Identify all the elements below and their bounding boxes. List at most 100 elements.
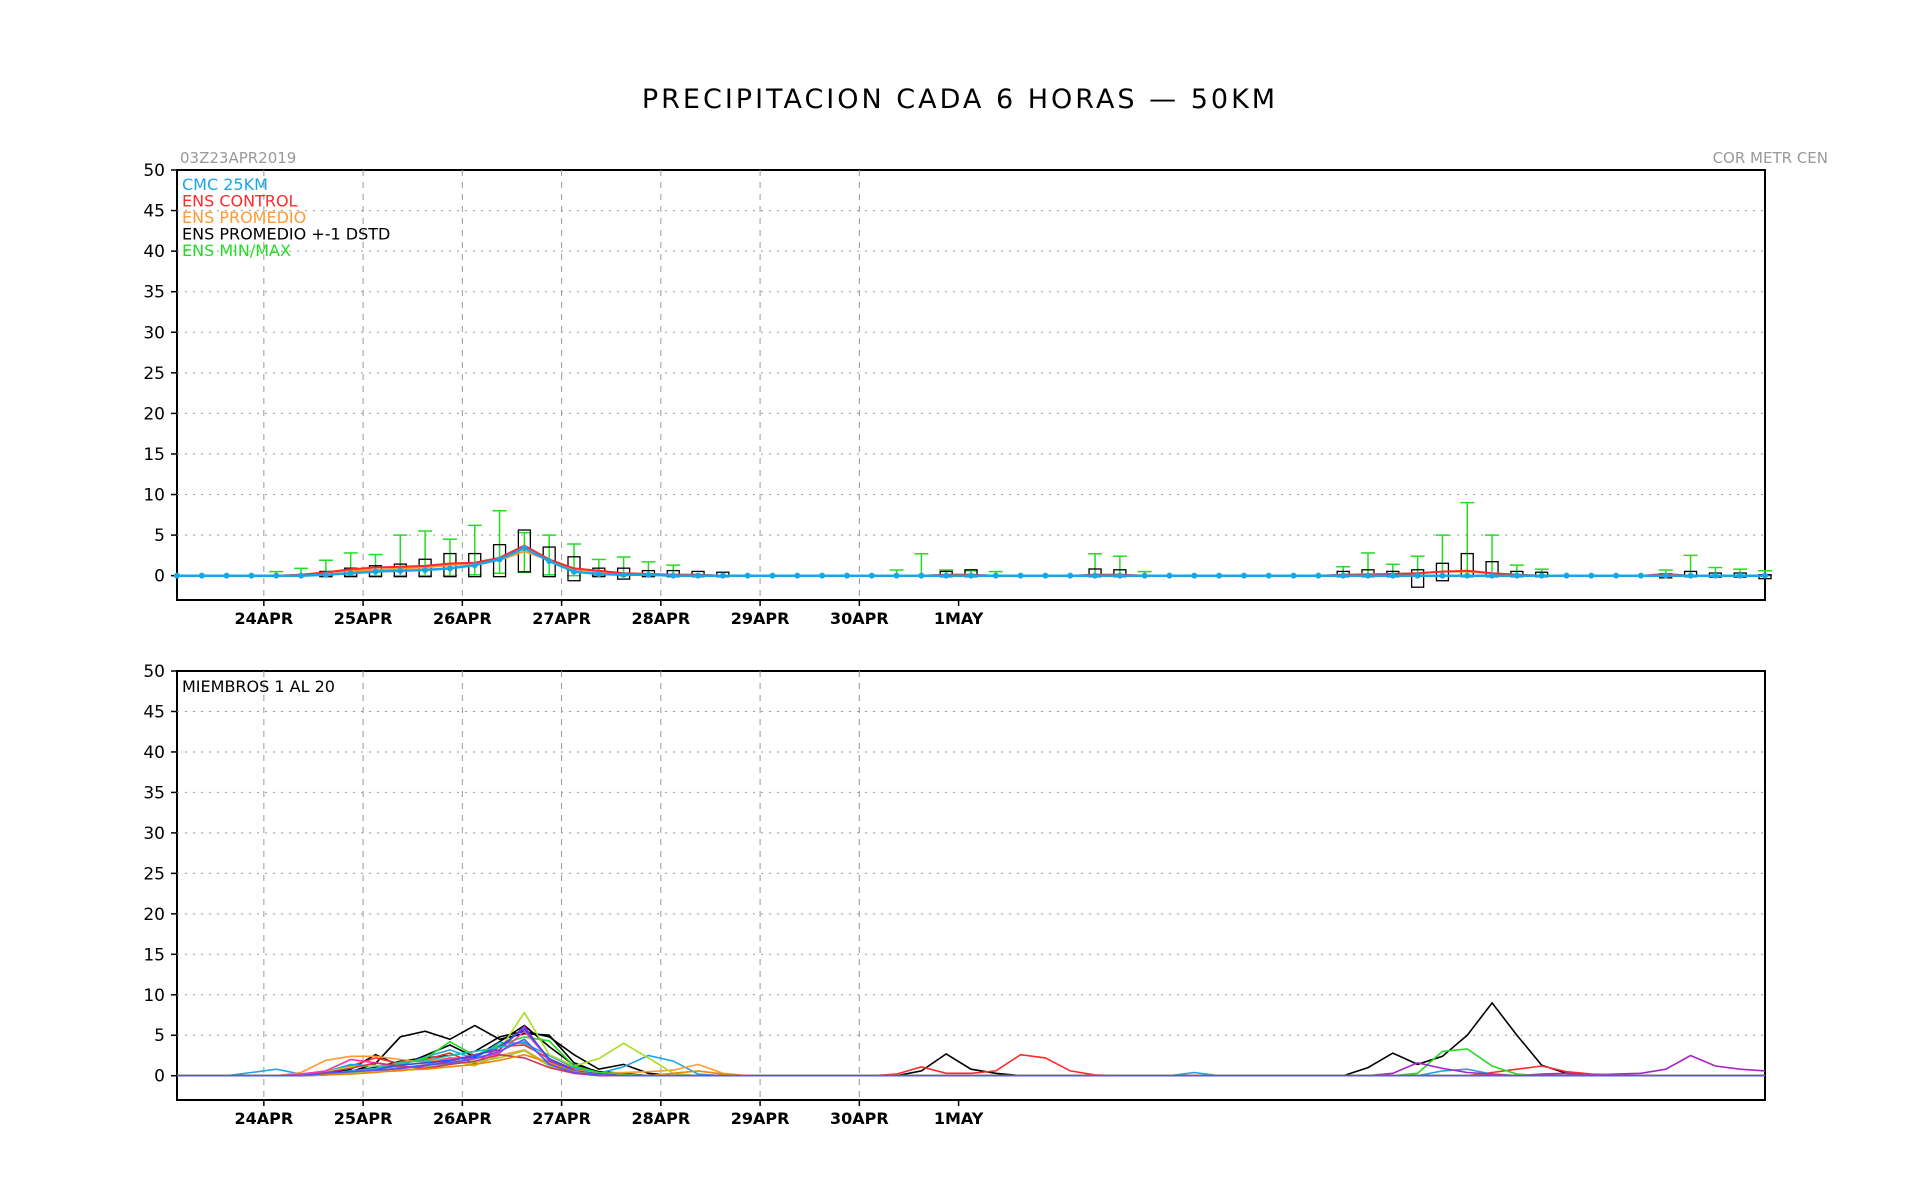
cmc-point xyxy=(992,572,999,579)
cmc-point xyxy=(397,567,404,574)
cmc-point xyxy=(1216,572,1223,579)
cmc-point xyxy=(446,565,453,572)
y-tick-label: 50 xyxy=(143,161,165,181)
cmc-point xyxy=(1191,572,1198,579)
legend-entry: ENS PROMEDIO +-1 DSTD xyxy=(182,225,390,244)
y-tick-label: 5 xyxy=(154,526,165,546)
cmc-point xyxy=(198,572,205,579)
cmc-point xyxy=(496,556,503,563)
y-tick-label: 10 xyxy=(143,486,165,506)
cmc-point xyxy=(843,572,850,579)
legend-entry: ENS CONTROL xyxy=(182,192,298,211)
chart-title: PRECIPITACION CADA 6 HORAS — 50KM xyxy=(642,84,1278,115)
x-tick-label: 28APR xyxy=(631,609,690,628)
member-line xyxy=(177,1044,1765,1077)
cmc-point xyxy=(273,572,280,579)
cmc-point xyxy=(1737,572,1744,579)
ensemble-summary-panel: 0 5 10 15 20 25 30 35 40 45 50 24APR 25APR 26APR 27APR… xyxy=(143,161,1772,628)
cmc-point xyxy=(1588,572,1595,579)
y-tick-label: 25 xyxy=(143,864,165,884)
y-tick-label: 20 xyxy=(143,905,165,925)
cmc-point xyxy=(1439,572,1446,579)
cmc-point xyxy=(794,572,801,579)
cmc-point xyxy=(868,572,875,579)
cmc-point xyxy=(893,572,900,579)
cmc-point xyxy=(1141,572,1148,579)
x-tick-label: 26APR xyxy=(433,1109,492,1128)
cmc-point xyxy=(620,571,627,578)
y-tick-label: 40 xyxy=(143,242,165,262)
x-tick-label: 29APR xyxy=(731,1109,790,1128)
cmc-point xyxy=(1414,572,1421,579)
panel-title: MIEMBROS 1 AL 20 xyxy=(182,677,335,696)
cmc-point xyxy=(769,572,776,579)
y-tick-label: 45 xyxy=(143,202,165,222)
cmc-point xyxy=(918,572,925,579)
cmc-point xyxy=(1687,572,1694,579)
y-tick-label: 5 xyxy=(154,1026,165,1046)
cmc-point xyxy=(1240,572,1247,579)
cmc-point xyxy=(521,545,528,552)
cmc-point xyxy=(174,572,180,579)
cmc-point xyxy=(1662,572,1669,579)
init-time-label: 03Z23APR2019 xyxy=(180,149,296,167)
x-tick-label: 1MAY xyxy=(934,1109,984,1128)
cmc-point xyxy=(1116,572,1123,579)
y-tick-label: 0 xyxy=(154,567,165,587)
stddev-box xyxy=(1410,569,1425,588)
x-tick-label: 30APR xyxy=(830,609,889,628)
cmc-point xyxy=(595,571,602,578)
cmc-point xyxy=(322,571,329,578)
x-tick-label: 24APR xyxy=(234,609,293,628)
y-tick-label: 35 xyxy=(143,283,165,303)
x-tick-label: 27APR xyxy=(532,1109,591,1128)
cmc-point xyxy=(422,566,429,573)
cmc-point xyxy=(223,572,230,579)
cmc-point xyxy=(1315,572,1322,579)
cmc-point xyxy=(645,571,652,578)
x-tick-label: 29APR xyxy=(731,609,790,628)
cmc-point xyxy=(943,572,950,579)
member-line xyxy=(177,1048,1765,1077)
cmc-point xyxy=(372,568,379,575)
cmc-point xyxy=(1637,572,1644,579)
cmc-point xyxy=(546,558,553,565)
x-tick-label: 28APR xyxy=(631,1109,690,1128)
member-line xyxy=(177,1001,1765,1077)
cmc-point xyxy=(1563,572,1570,579)
x-tick-label: 27APR xyxy=(532,609,591,628)
x-tick-label: 26APR xyxy=(433,609,492,628)
y-tick-label: 45 xyxy=(143,702,165,722)
cmc-point xyxy=(1265,572,1272,579)
cmc-point xyxy=(1712,572,1719,579)
cmc-point xyxy=(819,572,826,579)
plot-frame xyxy=(176,670,1766,1101)
cmc-point xyxy=(1365,572,1371,579)
cmc-point xyxy=(1042,572,1049,579)
cmc-point xyxy=(1067,572,1074,579)
cmc-point xyxy=(298,572,305,579)
legend-entry: CMC 25KM xyxy=(182,175,268,194)
cmc-point xyxy=(1762,572,1768,579)
cmc-point xyxy=(248,572,255,579)
cmc-point xyxy=(695,572,702,579)
y-tick-label: 35 xyxy=(143,783,165,803)
legend-entry: ENS MIN/MAX xyxy=(182,241,291,260)
cmc-point xyxy=(1489,572,1496,579)
x-tick-label: 30APR xyxy=(830,1109,889,1128)
y-tick-label: 50 xyxy=(143,662,165,682)
cmc-point xyxy=(571,568,577,575)
cmc-point xyxy=(1290,572,1297,579)
ensemble-members-panel: 0 5 10 15 20 25 30 35 40 45 50 24APR 25APR 26APR 27APR… xyxy=(143,662,1766,1128)
y-tick-label: 0 xyxy=(154,1067,165,1087)
y-tick-label: 25 xyxy=(143,364,165,384)
plot-frame xyxy=(176,169,1766,601)
cmc-point xyxy=(719,572,726,579)
y-tick-label: 30 xyxy=(143,323,165,343)
y-tick-label: 30 xyxy=(143,824,165,844)
source-label: COR METR CEN xyxy=(1713,149,1828,167)
cmc-point xyxy=(1017,572,1024,579)
cmc-point xyxy=(1340,572,1347,579)
x-tick-label: 1MAY xyxy=(934,609,984,628)
